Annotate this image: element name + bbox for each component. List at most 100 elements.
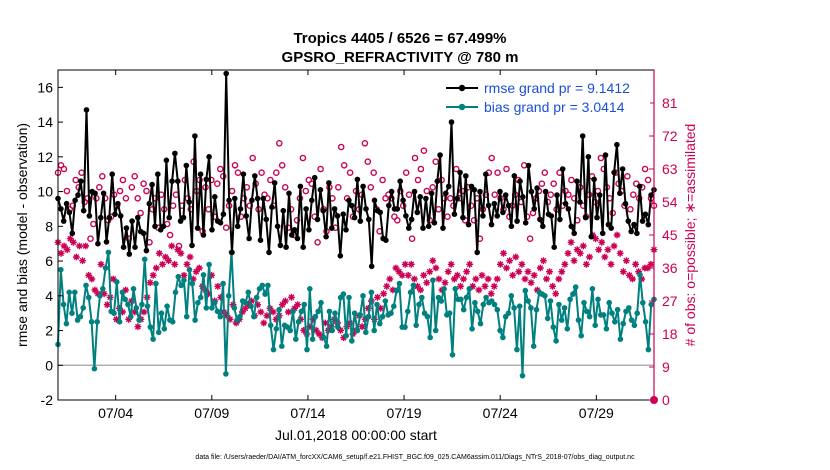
possible-obs-point (627, 205, 634, 213)
assimilated-obs-point (260, 319, 268, 327)
rmse-point (300, 244, 307, 250)
assimilated-obs-point (263, 312, 271, 320)
assimilated-obs-point (281, 297, 289, 305)
rmse-point (411, 188, 418, 195)
bias-point (111, 310, 117, 317)
possible-obs-point (258, 169, 265, 176)
rmse-point (286, 190, 292, 197)
rmse-point (460, 214, 466, 221)
possible-obs-point (337, 143, 345, 151)
rmse-point (474, 249, 481, 256)
rmse-point (260, 195, 267, 202)
y-tick-label: -2 (41, 392, 54, 408)
bias-point (94, 319, 100, 325)
assimilated-obs-point (478, 271, 486, 279)
bias-point (251, 313, 257, 320)
rmse-point (155, 171, 161, 177)
rmse-point (451, 211, 458, 217)
assimilated-obs-point (398, 271, 406, 279)
rmse-point (594, 214, 600, 221)
rmse-point (291, 227, 298, 233)
possible-obs-point (550, 180, 558, 187)
possible-obs-point (340, 161, 348, 169)
rmse-point (551, 244, 557, 250)
assimilated-obs-point (472, 275, 480, 283)
bias-point (567, 296, 573, 303)
rmse-point (588, 233, 595, 240)
bias-point (405, 308, 411, 315)
bias-point (617, 336, 624, 343)
rmse-point (625, 218, 632, 224)
bias-point (315, 308, 322, 315)
rmse-point (289, 232, 295, 238)
assimilated-obs-point (306, 323, 314, 331)
rmse-point (371, 197, 378, 204)
assimilated-obs-point (217, 293, 225, 301)
bias-point (343, 332, 350, 339)
rmse-point (577, 199, 583, 205)
possible-obs-point (60, 165, 68, 173)
bias-point (572, 284, 579, 290)
possible-obs-point (334, 183, 342, 191)
assimilated-obs-point (647, 260, 655, 268)
rmse-point (271, 180, 278, 186)
bias-point (147, 324, 154, 330)
assimilated-obs-point (524, 268, 532, 276)
bias-point (620, 320, 626, 327)
possible-obs-point (503, 165, 510, 173)
rmse-point (98, 214, 104, 221)
possible-obs-point (272, 169, 280, 176)
rmse-point (525, 162, 532, 169)
bias-point (474, 308, 481, 315)
bias-point (169, 319, 176, 325)
rmse-point (397, 178, 404, 184)
rmse-point (386, 202, 392, 209)
rmse-point (60, 218, 67, 224)
bias-point (72, 289, 78, 296)
possible-obs-point (541, 169, 549, 176)
bias-point (553, 338, 559, 344)
bias-point (309, 336, 316, 343)
rmse-point (445, 183, 452, 190)
assimilated-obs-point (623, 257, 630, 265)
bias-point (321, 334, 327, 341)
bias-point (530, 343, 537, 350)
rmse-point (394, 206, 401, 212)
rmse-point (246, 235, 252, 242)
possible-obs-point (143, 187, 150, 195)
rmse-point (622, 200, 629, 207)
rmse-point (540, 223, 546, 230)
assimilated-obs-point (481, 282, 489, 290)
bias-point (119, 289, 126, 296)
assimilated-obs-point (567, 238, 575, 246)
rmse-point (363, 206, 369, 212)
assimilated-obs-point (192, 268, 200, 276)
possible-obs-point (314, 238, 321, 246)
bias-point (480, 301, 487, 308)
right-axis-origin-marker (650, 396, 658, 404)
bias-point (609, 310, 615, 317)
legend: rmse grand pr = 9.1412 bias grand pr = 3… (440, 75, 650, 117)
bias-point (377, 320, 383, 327)
rmse-point (243, 213, 249, 219)
possible-obs-point (293, 216, 301, 224)
assimilated-obs-point (546, 268, 553, 276)
bias-point (125, 301, 131, 308)
rmse-point (542, 188, 549, 195)
possible-obs-point (491, 191, 499, 198)
possible-obs-point (414, 176, 422, 184)
bias-point (195, 299, 201, 306)
rmse-point (488, 221, 495, 228)
bias-point (388, 310, 394, 317)
rmse-point (323, 233, 329, 240)
x-axis-label: Jul.01,2018 00:00:00 start (275, 427, 437, 443)
assimilated-obs-point (579, 242, 587, 250)
assimilated-obs-point (475, 286, 483, 294)
rmse-point (78, 178, 84, 184)
assimilated-obs-point (364, 304, 372, 312)
bias-point (97, 293, 103, 299)
rmse-point (406, 225, 412, 231)
bias-point (469, 326, 475, 332)
rmse-point (232, 195, 238, 202)
y-right-tick-label: 63 (662, 161, 678, 177)
